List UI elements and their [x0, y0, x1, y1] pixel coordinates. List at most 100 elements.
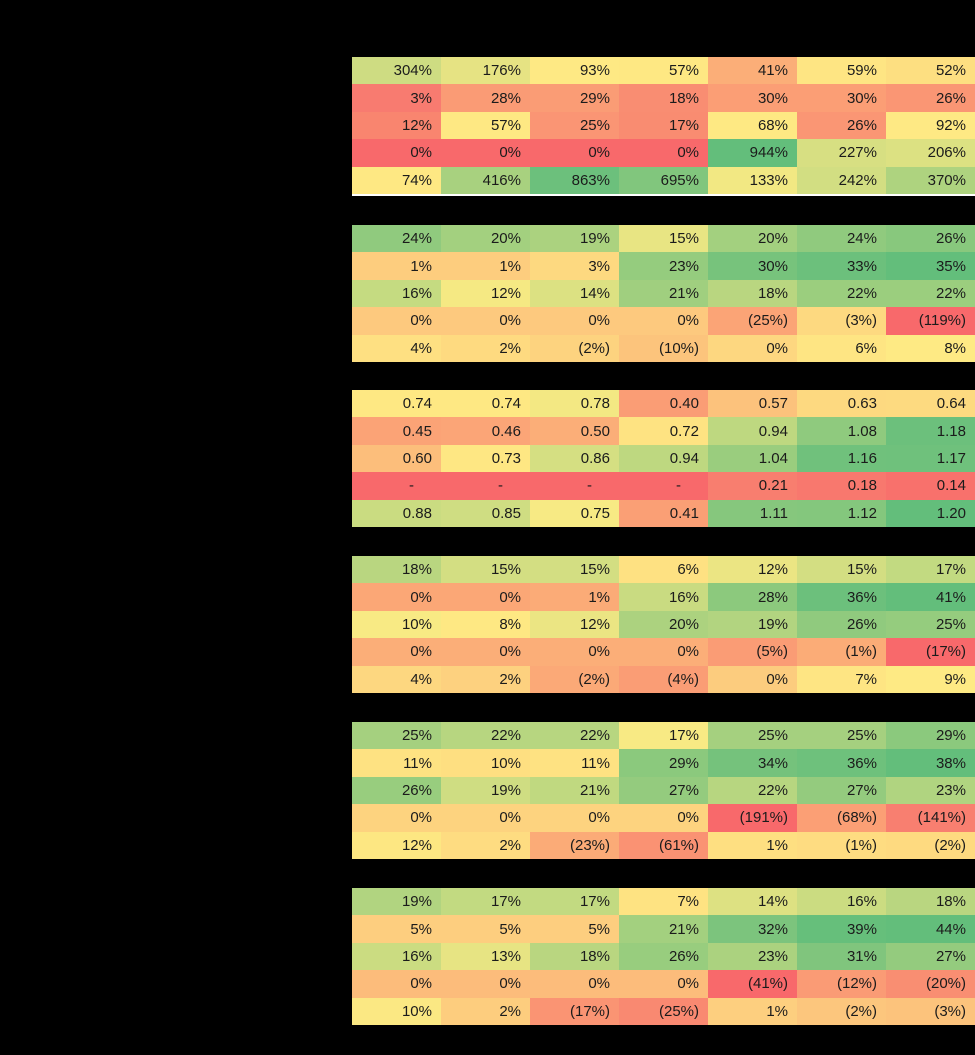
table-cell[interactable]: (25%) — [619, 997, 708, 1025]
table-cell[interactable]: (2%) — [886, 831, 975, 859]
table-cell[interactable]: 0% — [352, 139, 441, 167]
table-cell[interactable]: 41% — [708, 57, 797, 85]
table-cell[interactable]: 25% — [886, 610, 975, 639]
table-cell[interactable]: (1%) — [797, 638, 886, 666]
table-cell[interactable]: 7% — [619, 888, 708, 916]
table-cell[interactable]: 27% — [619, 776, 708, 805]
table-cell[interactable]: 5% — [441, 915, 530, 943]
table-cell[interactable]: 5% — [352, 915, 441, 943]
table-cell[interactable]: 0% — [441, 970, 530, 998]
table-cell[interactable]: 0.73 — [441, 444, 530, 473]
table-cell[interactable]: 0.45 — [352, 417, 441, 445]
table-cell[interactable]: 17% — [441, 888, 530, 916]
table-cell[interactable]: 1.04 — [708, 444, 797, 473]
table-cell[interactable]: 32% — [708, 915, 797, 943]
table-cell[interactable]: 1.12 — [797, 499, 886, 527]
table-cell[interactable]: 30% — [708, 252, 797, 280]
table-cell[interactable]: 27% — [797, 776, 886, 805]
table-cell[interactable]: 34% — [708, 749, 797, 777]
table-cell[interactable]: 22% — [441, 722, 530, 750]
table-cell[interactable]: 0% — [441, 638, 530, 666]
table-cell[interactable]: 15% — [441, 556, 530, 584]
table-cell[interactable]: 0% — [352, 583, 441, 611]
table-cell[interactable]: 3% — [352, 84, 441, 112]
table-cell[interactable]: (2%) — [797, 997, 886, 1025]
table-cell[interactable]: 15% — [619, 225, 708, 253]
table-cell[interactable]: 0% — [352, 970, 441, 998]
table-cell[interactable]: 19% — [530, 225, 619, 253]
table-cell[interactable]: 20% — [441, 225, 530, 253]
table-cell[interactable]: (5%) — [708, 638, 797, 666]
table-cell[interactable]: 24% — [797, 225, 886, 253]
table-cell[interactable]: 11% — [530, 749, 619, 777]
table-cell[interactable]: 25% — [708, 722, 797, 750]
table-cell[interactable]: 41% — [886, 583, 975, 611]
table-cell[interactable]: 0.75 — [530, 499, 619, 527]
table-cell[interactable]: 0% — [619, 804, 708, 832]
table-cell[interactable]: 17% — [619, 722, 708, 750]
table-cell[interactable]: 1% — [441, 252, 530, 280]
table-cell[interactable]: 25% — [797, 722, 886, 750]
table-cell[interactable]: 22% — [886, 279, 975, 308]
table-cell[interactable]: - — [352, 472, 441, 500]
table-cell[interactable]: 23% — [886, 776, 975, 805]
table-cell[interactable]: 36% — [797, 749, 886, 777]
table-cell[interactable]: 0% — [530, 307, 619, 335]
table-cell[interactable]: 1% — [352, 252, 441, 280]
table-cell[interactable]: (119%) — [886, 307, 975, 335]
table-cell[interactable]: 16% — [352, 279, 441, 308]
table-cell[interactable]: (191%) — [708, 804, 797, 832]
table-cell[interactable]: 370% — [886, 166, 975, 194]
table-cell[interactable]: 0.50 — [530, 417, 619, 445]
table-cell[interactable]: 21% — [619, 279, 708, 308]
table-cell[interactable]: 1% — [708, 831, 797, 859]
table-cell[interactable]: 27% — [886, 942, 975, 971]
table-cell[interactable]: 12% — [530, 610, 619, 639]
table-cell[interactable]: 0.60 — [352, 444, 441, 473]
table-cell[interactable]: 16% — [797, 888, 886, 916]
table-cell[interactable]: 19% — [441, 776, 530, 805]
table-cell[interactable]: 0% — [530, 139, 619, 167]
table-cell[interactable]: 3% — [530, 252, 619, 280]
table-cell[interactable]: (61%) — [619, 831, 708, 859]
table-cell[interactable]: 0.40 — [619, 390, 708, 418]
table-cell[interactable]: 0.74 — [441, 390, 530, 418]
table-cell[interactable]: 18% — [708, 279, 797, 308]
table-cell[interactable]: - — [441, 472, 530, 500]
table-cell[interactable]: 92% — [886, 111, 975, 140]
table-cell[interactable]: 26% — [797, 610, 886, 639]
table-cell[interactable]: 0.74 — [352, 390, 441, 418]
table-cell[interactable]: (4%) — [619, 665, 708, 693]
table-cell[interactable]: 0% — [530, 638, 619, 666]
table-cell[interactable]: 68% — [708, 111, 797, 140]
table-cell[interactable]: 12% — [352, 111, 441, 140]
table-cell[interactable]: 0.18 — [797, 472, 886, 500]
table-cell[interactable]: 30% — [797, 84, 886, 112]
table-cell[interactable]: 2% — [441, 665, 530, 693]
table-cell[interactable]: 0.78 — [530, 390, 619, 418]
table-cell[interactable]: 1% — [530, 583, 619, 611]
table-cell[interactable]: 38% — [886, 749, 975, 777]
table-cell[interactable]: 19% — [708, 610, 797, 639]
table-cell[interactable]: 44% — [886, 915, 975, 943]
table-cell[interactable]: 8% — [886, 334, 975, 362]
table-cell[interactable]: 0.41 — [619, 499, 708, 527]
table-cell[interactable]: 21% — [619, 915, 708, 943]
table-cell[interactable]: 2% — [441, 831, 530, 859]
table-cell[interactable]: 20% — [708, 225, 797, 253]
table-cell[interactable]: 23% — [619, 252, 708, 280]
table-cell[interactable]: 25% — [352, 722, 441, 750]
table-cell[interactable]: 12% — [441, 279, 530, 308]
table-cell[interactable]: 0% — [530, 970, 619, 998]
table-cell[interactable]: 12% — [352, 831, 441, 859]
table-cell[interactable]: 36% — [797, 583, 886, 611]
table-cell[interactable]: 35% — [886, 252, 975, 280]
table-cell[interactable]: 17% — [530, 888, 619, 916]
table-cell[interactable]: 1.16 — [797, 444, 886, 473]
table-cell[interactable]: (3%) — [797, 307, 886, 335]
table-cell[interactable]: 18% — [530, 942, 619, 971]
table-cell[interactable]: 74% — [352, 166, 441, 194]
table-cell[interactable]: 863% — [530, 166, 619, 194]
table-cell[interactable]: 20% — [619, 610, 708, 639]
table-cell[interactable]: 6% — [619, 556, 708, 584]
